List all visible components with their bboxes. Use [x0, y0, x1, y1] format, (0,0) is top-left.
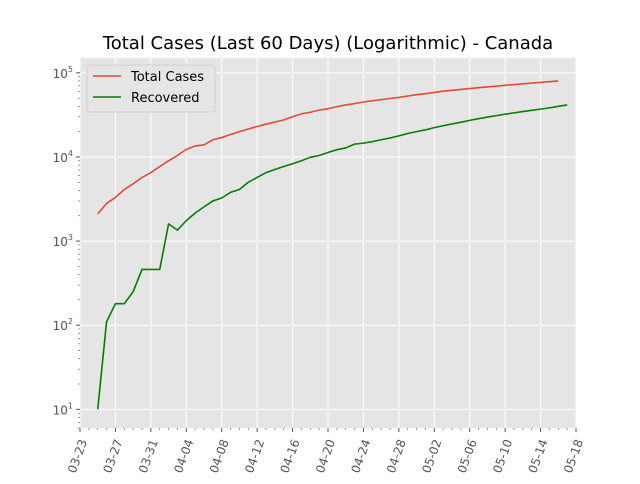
y-axis: 101 102 103 104 105	[53, 65, 80, 429]
y-tick-label: 101	[53, 401, 73, 417]
x-tick-label: 03-27	[100, 437, 125, 475]
x-tick-label: 05-10	[490, 437, 515, 475]
x-tick-label: 04-16	[278, 437, 303, 475]
x-tick-label: 05-18	[561, 437, 586, 475]
y-tick-label: 103	[53, 233, 73, 249]
y-tick-label: 102	[53, 317, 73, 333]
x-tick-label: 04-12	[242, 437, 267, 475]
x-tick-label: 04-08	[207, 437, 232, 475]
legend: Total Cases Recovered	[86, 64, 216, 113]
chart-title: Total Cases (Last 60 Days) (Logarithmic)…	[102, 33, 553, 54]
series-lines	[96, 80, 568, 410]
x-tick-label: 04-04	[171, 437, 196, 475]
x-tick-label: 03-31	[136, 437, 161, 475]
legend-label-total-cases: Total Cases	[130, 70, 204, 85]
legend-label-recovered: Recovered	[131, 91, 200, 106]
x-tick-label: 05-02	[419, 437, 444, 475]
x-tick-label: 04-20	[313, 437, 338, 475]
series-line-recovered	[96, 104, 568, 410]
y-tick-label: 105	[53, 65, 73, 81]
x-tick-label: 04-24	[348, 437, 373, 475]
grid-lines	[79, 58, 577, 428]
x-tick-label: 03-23	[65, 437, 90, 475]
x-tick-label: 04-28	[384, 437, 409, 475]
y-tick-label: 104	[53, 149, 73, 165]
series-line-total-cases	[97, 80, 559, 215]
x-tick-label: 05-06	[455, 437, 480, 475]
x-axis: 03-23 03-27 03-31 04-04 04-08 04-12 04-16 04-20…	[65, 428, 586, 475]
x-tick-label: 05-14	[526, 437, 551, 475]
